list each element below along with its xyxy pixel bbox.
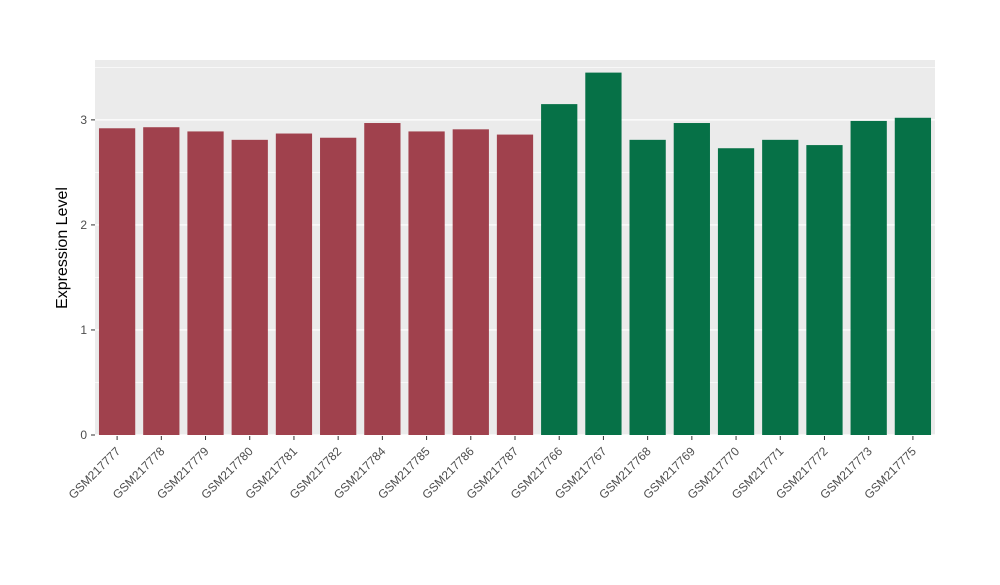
bar-GSM217772 — [806, 145, 843, 435]
bar-GSM217773 — [850, 120, 887, 435]
bar-GSM217769 — [673, 123, 710, 435]
bar-GSM217775 — [894, 117, 932, 436]
y-tick-label: 2 — [80, 218, 87, 232]
bar-GSM217784 — [364, 123, 401, 435]
bar-GSM217782 — [320, 137, 357, 436]
bar-GSM217768 — [629, 139, 666, 435]
bar-GSM217785 — [408, 131, 445, 435]
bar-GSM217781 — [275, 133, 313, 435]
bar-GSM217770 — [717, 148, 755, 435]
bar-GSM217766 — [541, 104, 578, 435]
bar-GSM217767 — [585, 72, 622, 435]
bar-GSM217779 — [187, 131, 224, 435]
y-tick-label: 0 — [80, 428, 87, 442]
y-tick-label: 3 — [80, 113, 87, 127]
y-tick-label: 1 — [80, 323, 87, 337]
bar-GSM217787 — [496, 134, 534, 435]
y-axis-title: Expression Level — [54, 187, 71, 309]
bar-GSM217771 — [762, 139, 799, 435]
bar-GSM217786 — [452, 129, 489, 435]
bar-GSM217778 — [143, 127, 180, 435]
bar-GSM217780 — [231, 139, 268, 435]
bar-GSM217777 — [98, 128, 136, 435]
